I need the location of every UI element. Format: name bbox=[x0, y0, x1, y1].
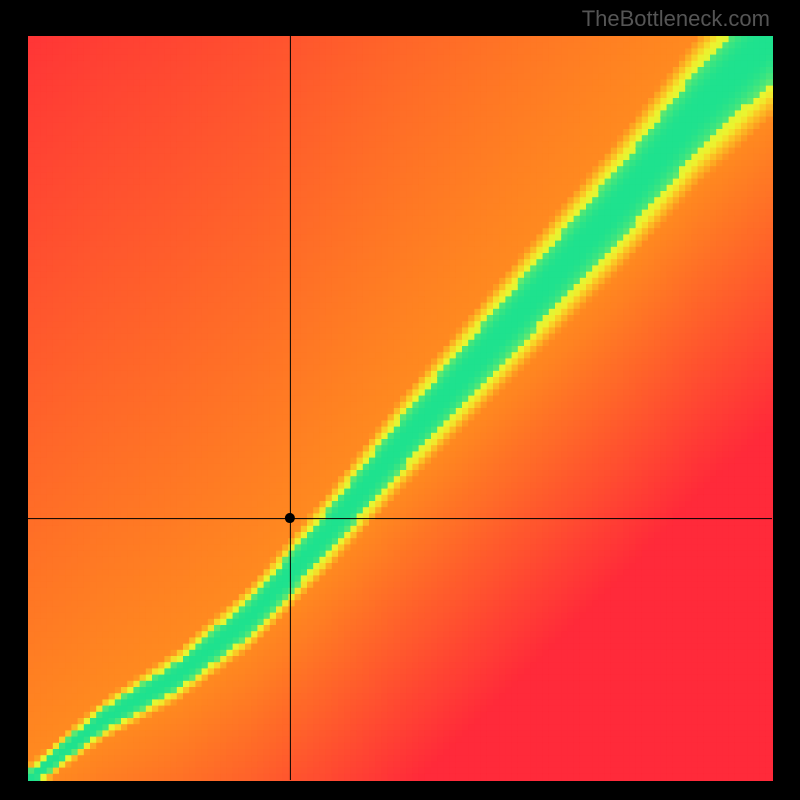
watermark-text: TheBottleneck.com bbox=[582, 6, 770, 32]
bottleneck-heatmap bbox=[0, 0, 800, 800]
